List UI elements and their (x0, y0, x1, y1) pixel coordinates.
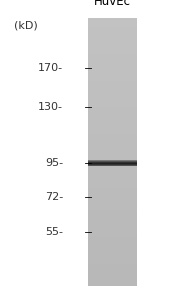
Bar (88, 162, 137, 163)
Bar (88, 250, 137, 255)
Bar (88, 224, 137, 228)
Bar (88, 164, 137, 165)
Bar (88, 134, 137, 139)
Text: 95-: 95- (45, 158, 63, 168)
Bar (88, 76, 137, 81)
Bar (88, 165, 137, 166)
Bar (88, 232, 137, 237)
Text: 55-: 55- (45, 227, 63, 237)
Bar (88, 201, 137, 206)
Bar (88, 160, 137, 161)
Bar (88, 164, 137, 165)
Bar (88, 121, 137, 126)
Bar (88, 94, 137, 99)
Bar (88, 116, 137, 121)
Bar (88, 206, 137, 211)
Bar (88, 67, 137, 72)
Bar (88, 214, 137, 220)
Bar (88, 268, 137, 273)
Bar (88, 152, 137, 157)
Bar (88, 183, 137, 188)
Bar (88, 107, 137, 112)
Text: HuvEc: HuvEc (93, 0, 130, 8)
Bar (88, 264, 137, 268)
Bar (88, 228, 137, 233)
Bar (88, 89, 137, 94)
Bar (88, 80, 137, 86)
Bar (88, 157, 137, 161)
Bar (88, 179, 137, 184)
Bar (88, 281, 137, 286)
Bar (88, 45, 137, 50)
Bar (88, 161, 137, 166)
Bar (88, 277, 137, 282)
Bar (88, 63, 137, 68)
Bar (88, 210, 137, 215)
Bar (88, 161, 137, 162)
Bar (88, 18, 137, 23)
Bar (88, 246, 137, 251)
Bar (88, 27, 137, 32)
Bar (88, 32, 137, 36)
Bar (88, 160, 137, 161)
Bar (88, 174, 137, 179)
Bar (88, 125, 137, 130)
Bar (88, 143, 137, 148)
Bar (88, 49, 137, 54)
Bar (88, 139, 137, 144)
Bar (88, 161, 137, 162)
Bar (88, 130, 137, 135)
Bar (88, 112, 137, 117)
Bar (88, 188, 137, 193)
Bar (88, 72, 137, 76)
Text: 72-: 72- (45, 192, 63, 202)
Bar (88, 54, 137, 59)
Bar (88, 237, 137, 242)
Bar (88, 219, 137, 224)
Bar (88, 192, 137, 197)
Bar (88, 163, 137, 164)
Bar (88, 255, 137, 260)
Bar (88, 22, 137, 27)
Bar (88, 165, 137, 170)
Bar (88, 85, 137, 90)
Bar (88, 273, 137, 278)
Text: 170-: 170- (38, 63, 63, 73)
Bar (88, 103, 137, 108)
Bar (88, 241, 137, 246)
Bar (88, 148, 137, 152)
Bar (88, 58, 137, 63)
Text: 130-: 130- (38, 102, 63, 112)
Text: (kD): (kD) (14, 20, 38, 30)
Bar (88, 259, 137, 264)
Bar (88, 36, 137, 41)
Bar (88, 197, 137, 202)
Bar (88, 170, 137, 175)
Bar (88, 98, 137, 104)
Bar (88, 40, 137, 45)
